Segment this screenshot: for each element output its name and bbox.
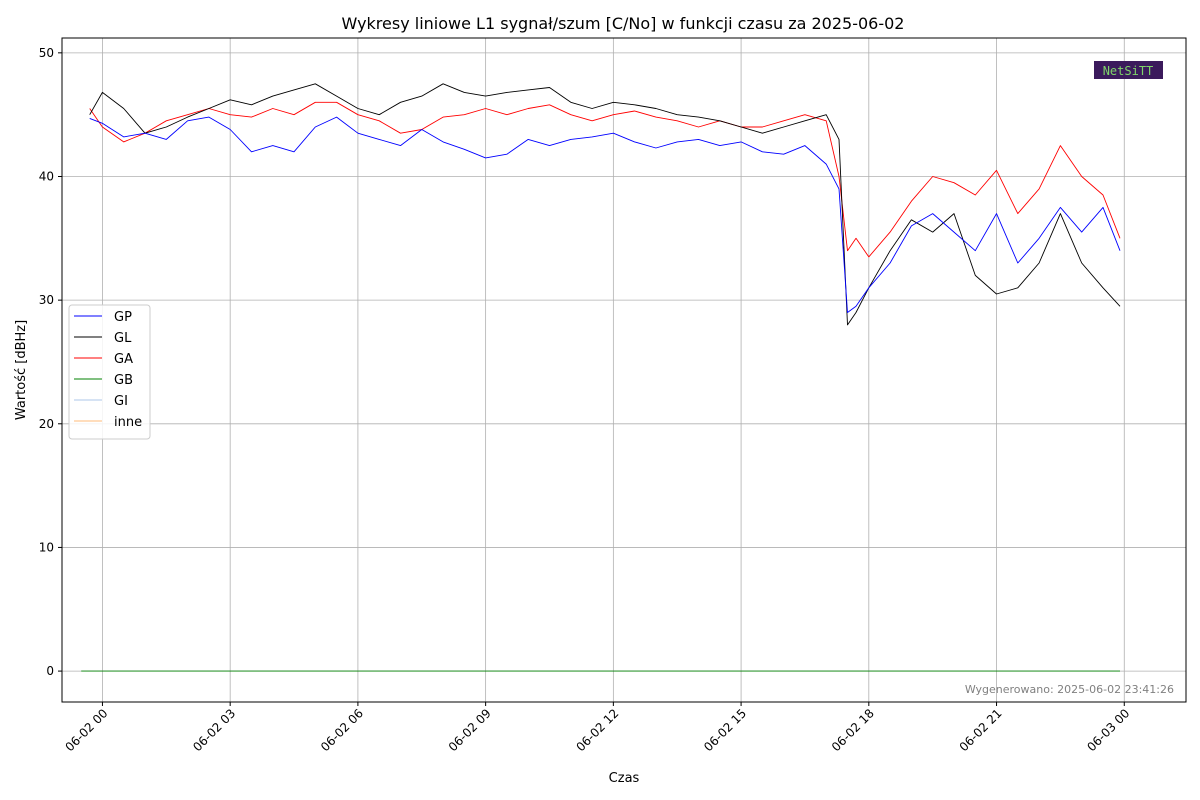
series-line-gp <box>89 116 1121 313</box>
generated-timestamp: Wygenerowano: 2025-06-02 23:41:26 <box>965 683 1174 696</box>
y-tick-label: 20 <box>39 417 54 431</box>
chart-title: Wykresy liniowe L1 sygnał/szum [C/No] w … <box>342 14 905 33</box>
series-lines <box>81 83 1121 672</box>
y-tick-label: 40 <box>39 169 54 183</box>
legend-label-gi: GI <box>114 394 128 409</box>
legend-box <box>68 304 151 440</box>
y-tick-label: 0 <box>46 664 54 678</box>
svg-text:NetSiTT: NetSiTT <box>1103 64 1154 78</box>
y-tick-label: 10 <box>39 540 54 554</box>
legend: GP GL GA GB GI inne <box>68 304 151 440</box>
x-axis-label: Czas <box>609 771 640 786</box>
netsitt-logo: NetSiTT <box>1094 61 1163 79</box>
y-axis-ticks: 0 10 20 30 40 50 <box>39 46 62 678</box>
legend-label-gl: GL <box>114 331 132 346</box>
legend-label-inne: inne <box>114 415 142 430</box>
y-tick-label: 50 <box>39 46 54 60</box>
legend-label-ga: GA <box>114 352 133 367</box>
plot-frame <box>61 37 1187 703</box>
y-axis-label: Wartość [dBHz] <box>14 320 29 420</box>
y-tick-label: 30 <box>39 293 54 307</box>
legend-label-gb: GB <box>114 373 133 388</box>
legend-label-gp: GP <box>114 310 132 325</box>
series-line-ga <box>89 101 1121 258</box>
